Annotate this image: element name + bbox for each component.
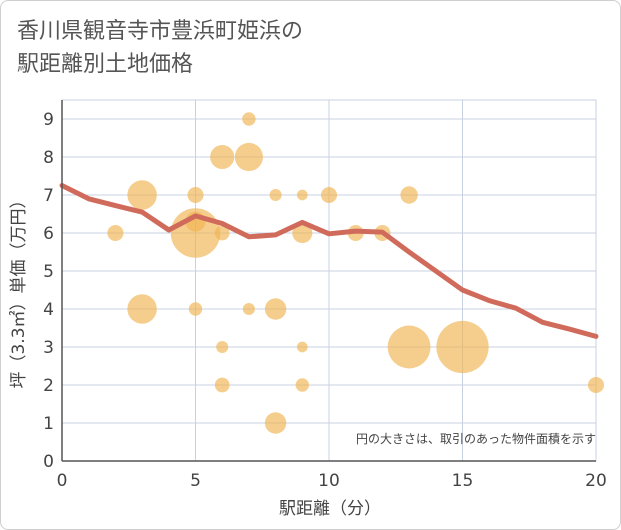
data-bubble — [188, 302, 203, 316]
data-bubble — [242, 302, 255, 316]
y-tick-label: 3 — [43, 338, 54, 358]
data-bubble — [269, 188, 282, 202]
x-axis-label: 駅距離（分） — [279, 499, 381, 519]
data-bubble — [296, 189, 308, 201]
y-tick-label: 9 — [43, 110, 54, 130]
data-bubble — [242, 112, 256, 126]
x-tick-label: 20 — [585, 471, 607, 491]
size-note: 円の大きさは、取引のあった物件面積を示す — [356, 431, 596, 446]
data-bubble — [264, 412, 287, 434]
y-axis-label: 坪（3.3㎡）単価（万円） — [9, 191, 29, 388]
y-tick-label: 5 — [43, 262, 54, 282]
y-tick-label: 0 — [43, 452, 54, 472]
x-tick-label: 10 — [318, 471, 340, 491]
data-bubble — [210, 144, 235, 170]
y-tick-label: 7 — [43, 186, 54, 206]
x-tick-label: 15 — [452, 471, 474, 491]
y-tick-label: 6 — [43, 224, 54, 244]
data-bubble — [214, 225, 230, 241]
y-tick-label: 4 — [43, 300, 54, 320]
data-bubble — [320, 186, 338, 204]
axes: 0 1 2 3 4 5 6 7 8 9 0 5 10 15 20 — [43, 100, 607, 491]
data-bubble — [264, 298, 287, 320]
data-bubble — [292, 222, 313, 244]
x-tick-label: 5 — [190, 471, 201, 491]
grid-lines — [61, 99, 597, 462]
data-bubble — [107, 224, 124, 242]
trend-series — [59, 183, 599, 339]
x-tick-label: 0 — [57, 471, 68, 491]
data-bubbles — [107, 112, 605, 434]
data-bubble — [216, 340, 229, 354]
data-bubble — [295, 378, 309, 392]
data-bubble — [587, 376, 605, 394]
trend-line — [59, 183, 599, 339]
data-bubble — [127, 294, 157, 324]
data-bubble — [214, 377, 230, 393]
data-bubble — [234, 142, 263, 172]
chart-title: 香川県観音寺市豊浜町姫浜の 駅距離別土地価格 — [17, 15, 303, 81]
y-tick-label: 8 — [43, 148, 54, 168]
chart-title-line-1: 香川県観音寺市豊浜町姫浜の — [17, 19, 304, 44]
data-bubble — [187, 186, 204, 204]
y-tick-label: 1 — [43, 414, 54, 434]
y-tick-label: 2 — [43, 376, 54, 396]
data-bubble — [296, 341, 308, 353]
data-bubble — [436, 320, 489, 374]
data-bubble — [127, 180, 157, 210]
chart-title-line-2: 駅距離別土地価格 — [17, 52, 194, 77]
data-bubble — [400, 186, 418, 204]
data-bubble — [387, 325, 431, 369]
